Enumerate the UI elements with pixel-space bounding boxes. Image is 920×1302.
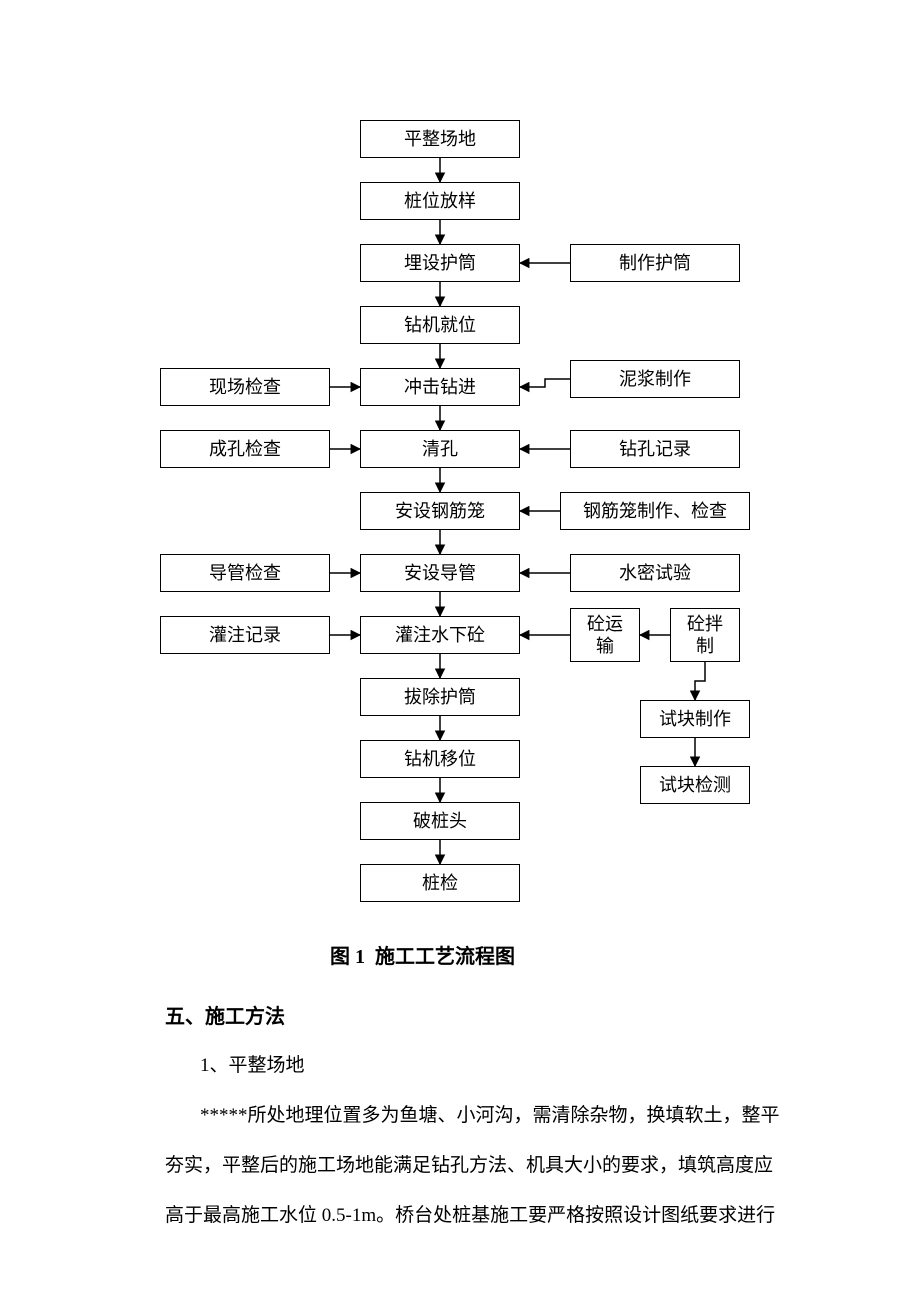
flow-node-label: 平整场地 [404, 128, 476, 151]
flow-node-s9l: 灌注记录 [160, 616, 330, 654]
flow-node-n5: 冲击钻进 [360, 368, 520, 406]
flow-node-s6l: 成孔检查 [160, 430, 330, 468]
flow-node-label: 钢筋笼制作、检查 [583, 500, 727, 523]
flow-node-label: 导管检查 [209, 562, 281, 585]
flow-node-n10: 拔除护筒 [360, 678, 520, 716]
flow-node-n12: 破桩头 [360, 802, 520, 840]
flow-node-s3r: 制作护筒 [570, 244, 740, 282]
section-heading: 五、施工方法 [165, 1000, 285, 1029]
figure-caption: 图 1 施工工艺流程图 [330, 940, 515, 969]
body-line: 夯实，平整后的施工场地能满足钻孔方法、机具大小的要求，填筑高度应 [165, 1150, 773, 1177]
flow-node-label: 砼运 输 [587, 613, 623, 658]
flow-node-label: 桩位放样 [404, 190, 476, 213]
flow-node-label: 试块检测 [659, 774, 731, 797]
flow-node-label: 安设钢筋笼 [395, 500, 485, 523]
flow-node-label: 桩检 [422, 872, 458, 895]
flow-node-s11r: 试块检测 [640, 766, 750, 804]
flow-node-label: 拔除护筒 [404, 686, 476, 709]
flow-node-label: 现场检查 [209, 376, 281, 399]
flow-edge [695, 662, 705, 700]
body-line: 高于最高施工水位 0.5-1m。桥台处桩基施工要严格按照设计图纸要求进行 [165, 1200, 775, 1227]
flow-edge [520, 379, 570, 387]
flow-node-label: 水密试验 [619, 562, 691, 585]
flow-node-n6: 清孔 [360, 430, 520, 468]
flow-node-s9r2: 砼拌 制 [670, 608, 740, 662]
flow-node-label: 灌注记录 [209, 624, 281, 647]
flow-node-s8l: 导管检查 [160, 554, 330, 592]
flow-node-label: 钻孔记录 [619, 438, 691, 461]
flow-node-label: 泥浆制作 [619, 368, 691, 391]
flow-node-s5l: 现场检查 [160, 368, 330, 406]
flow-node-n2: 桩位放样 [360, 182, 520, 220]
flow-node-label: 灌注水下砼 [395, 624, 485, 647]
flow-node-s8r: 水密试验 [570, 554, 740, 592]
flow-node-n4: 钻机就位 [360, 306, 520, 344]
flow-node-n13: 桩检 [360, 864, 520, 902]
flow-node-label: 制作护筒 [619, 252, 691, 275]
flow-node-s6r: 钻孔记录 [570, 430, 740, 468]
flow-node-label: 破桩头 [413, 810, 467, 833]
flow-node-n9: 灌注水下砼 [360, 616, 520, 654]
page-root: 平整场地桩位放样埋设护筒 制作护筒钻机就位冲击钻进 现场检查 泥浆制作清孔 成孔检查 钻孔… [0, 0, 920, 1302]
flow-node-s7r: 钢筋笼制作、检查 [560, 492, 750, 530]
flow-node-label: 清孔 [422, 438, 458, 461]
body-line: *****所处地理位置多为鱼塘、小河沟，需清除杂物，换填软土，整平 [200, 1100, 780, 1127]
section-subheading: 1、平整场地 [200, 1050, 305, 1077]
flow-node-label: 埋设护筒 [404, 252, 476, 275]
flow-node-label: 钻机移位 [404, 748, 476, 771]
flow-node-n8: 安设导管 [360, 554, 520, 592]
flow-node-n7: 安设钢筋笼 [360, 492, 520, 530]
flow-node-label: 成孔检查 [209, 438, 281, 461]
flow-node-label: 安设导管 [404, 562, 476, 585]
flow-node-label: 钻机就位 [404, 314, 476, 337]
flow-node-s10r: 试块制作 [640, 700, 750, 738]
flow-node-label: 试块制作 [659, 708, 731, 731]
flow-node-n3: 埋设护筒 [360, 244, 520, 282]
flow-node-s5r: 泥浆制作 [570, 360, 740, 398]
flow-node-label: 砼拌 制 [687, 613, 723, 658]
flow-node-s9r1: 砼运 输 [570, 608, 640, 662]
flow-node-label: 冲击钻进 [404, 376, 476, 399]
flow-node-n11: 钻机移位 [360, 740, 520, 778]
flow-node-n1: 平整场地 [360, 120, 520, 158]
